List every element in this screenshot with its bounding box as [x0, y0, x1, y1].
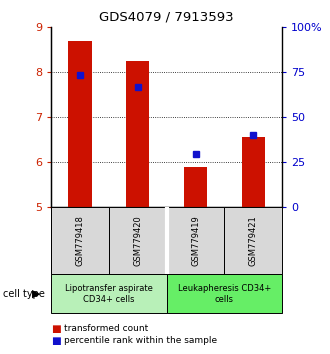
Text: cell type: cell type — [3, 289, 45, 299]
Title: GDS4079 / 7913593: GDS4079 / 7913593 — [99, 11, 234, 24]
Text: GSM779418: GSM779418 — [76, 215, 84, 266]
Bar — [167, 274, 282, 313]
Bar — [69, 41, 91, 207]
Text: ▶: ▶ — [32, 289, 41, 299]
Bar — [126, 61, 149, 207]
Text: ■: ■ — [51, 336, 61, 346]
Bar — [109, 207, 167, 274]
Text: Leukapheresis CD34+
cells: Leukapheresis CD34+ cells — [178, 284, 271, 303]
Text: Lipotransfer aspirate
CD34+ cells: Lipotransfer aspirate CD34+ cells — [65, 284, 153, 303]
Bar — [51, 207, 109, 274]
Bar — [224, 207, 282, 274]
Text: GSM779419: GSM779419 — [191, 215, 200, 266]
Text: GSM779421: GSM779421 — [249, 215, 258, 266]
Text: GSM779420: GSM779420 — [133, 215, 142, 266]
Bar — [242, 137, 265, 207]
Text: ■: ■ — [51, 324, 61, 333]
Text: percentile rank within the sample: percentile rank within the sample — [64, 336, 217, 345]
Bar — [167, 207, 224, 274]
Text: transformed count: transformed count — [64, 324, 148, 333]
Bar — [184, 167, 207, 207]
Bar — [51, 274, 167, 313]
